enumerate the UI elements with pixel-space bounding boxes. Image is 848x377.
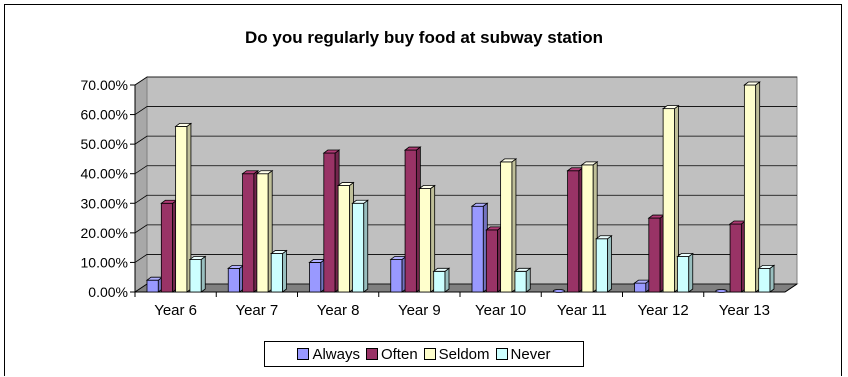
legend-item-always: Always	[297, 346, 360, 363]
bar-seldom	[662, 108, 675, 293]
x-tick-label: Year 10	[475, 302, 526, 319]
y-tick-label: 10.00%	[81, 254, 128, 270]
bar-often	[323, 152, 336, 293]
bar-top	[418, 185, 436, 189]
bar-never	[514, 270, 527, 293]
bar-never	[189, 259, 202, 293]
bar-top	[580, 161, 599, 166]
bar-side	[282, 249, 287, 293]
bar-side	[200, 255, 206, 293]
bar-side	[769, 264, 775, 293]
y-tick-label: 70.00%	[81, 77, 128, 93]
bar-side	[525, 267, 531, 293]
bar-often	[160, 202, 174, 293]
bar-never	[433, 270, 446, 293]
bar-side	[755, 81, 761, 293]
bar-often	[729, 223, 742, 293]
bar-always	[471, 205, 484, 293]
chart-title: Do you regularly buy food at subway stat…	[245, 28, 603, 47]
bar-seldom	[175, 126, 188, 293]
x-tick-label: Year 6	[154, 302, 197, 319]
bar-often	[485, 229, 499, 293]
bar-top	[470, 202, 489, 207]
legend-swatch	[297, 348, 310, 360]
bar-often	[648, 217, 661, 293]
bar-top	[174, 123, 193, 127]
bar-side	[607, 234, 612, 293]
chart-legend: Always Often Seldom Never	[264, 341, 584, 367]
y-tick-label: 30.00%	[81, 195, 128, 211]
x-tick-label: Year 7	[235, 302, 278, 319]
plot-side-wall	[134, 76, 148, 293]
bar-top	[255, 170, 274, 175]
y-tick-label: 50.00%	[81, 136, 128, 152]
bar-top	[432, 267, 451, 272]
bar-side	[444, 267, 450, 293]
bar-never	[677, 256, 690, 293]
bar-often	[404, 149, 417, 293]
legend-item-often: Often	[365, 345, 418, 363]
x-axis-edge	[784, 283, 798, 293]
bar-never	[595, 238, 608, 293]
bar-always	[309, 262, 322, 293]
bar-often	[242, 173, 255, 293]
legend-label: Always	[312, 345, 360, 363]
y-tick-label: 20.00%	[81, 225, 128, 241]
bar-top	[661, 105, 680, 110]
bar-top	[594, 235, 613, 240]
legend-label: Often	[380, 345, 418, 363]
bar-seldom	[337, 185, 350, 293]
bar-top	[743, 81, 761, 86]
x-tick-label: Year 13	[719, 302, 770, 319]
y-tick-label: 0.00%	[88, 284, 128, 300]
bar-top	[757, 264, 776, 269]
bar-seldom	[743, 84, 757, 293]
bar-top	[269, 250, 288, 254]
legend-label: Never	[510, 345, 551, 363]
y-tick-label: 60.00%	[81, 107, 128, 123]
bar-top	[322, 149, 341, 154]
x-tick-label: Year 12	[638, 302, 689, 319]
bar-side	[363, 199, 369, 293]
bar-always	[634, 282, 647, 293]
y-tick-label: 40.00%	[81, 166, 128, 182]
legend-swatch	[365, 348, 378, 360]
gridline	[134, 106, 797, 115]
bar-never	[270, 253, 283, 293]
bar-seldom	[418, 188, 432, 293]
bar-always	[390, 259, 403, 293]
bar-often	[567, 170, 580, 293]
bar-top	[336, 182, 355, 186]
legend-item-seldom: Seldom	[423, 345, 490, 363]
gridline	[134, 76, 797, 86]
legend-swatch	[495, 348, 508, 360]
gridline	[134, 135, 797, 145]
legend-label: Seldom	[438, 345, 490, 363]
legend-swatch	[423, 348, 436, 360]
bar-seldom	[500, 161, 513, 293]
bar-seldom	[256, 173, 269, 293]
bar-top	[241, 170, 260, 175]
x-tick-label: Year 9	[398, 302, 441, 319]
bar-top	[351, 199, 369, 204]
bar-never	[352, 202, 365, 293]
legend-item-never: Never	[495, 345, 551, 363]
bar-always	[552, 289, 565, 293]
x-tick-label: Year 8	[317, 302, 360, 319]
bar-side	[688, 252, 694, 293]
bar-top	[513, 267, 532, 272]
bar-seldom	[581, 164, 594, 293]
bar-always	[715, 289, 728, 293]
bar-top	[188, 256, 207, 260]
bar-top	[403, 146, 422, 151]
x-tick-label: Year 11	[557, 302, 607, 319]
bar-top	[676, 253, 694, 257]
bar-never	[758, 267, 771, 293]
bar-always	[227, 267, 240, 293]
gridline	[134, 165, 797, 175]
bar-top	[499, 158, 518, 163]
bar-always	[146, 279, 159, 293]
